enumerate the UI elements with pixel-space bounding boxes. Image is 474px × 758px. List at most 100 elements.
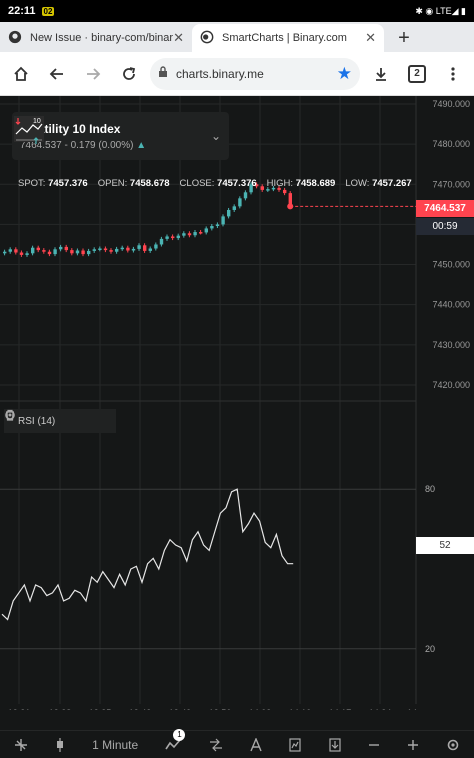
crosshair-off-icon (14, 738, 27, 751)
current-price-tag: 7464.537 (416, 200, 474, 217)
candle-body (165, 236, 169, 239)
download-icon (376, 67, 386, 81)
tab-github[interactable]: New Issue · binary-com/binary-bo ✕ (0, 24, 192, 52)
x-tick-label: 13:49 (169, 708, 192, 710)
drawing-tools-icon (250, 737, 262, 751)
close-tab-icon[interactable]: ✕ (173, 30, 184, 45)
chart-area[interactable]: 7490.0007480.0007470.0007460.0007450.000… (0, 96, 474, 710)
browser-tabs: New Issue · binary-com/binary-bo ✕ Smart… (0, 22, 474, 52)
globe-icon (200, 30, 214, 47)
y-tick-label: 7440.000 (432, 300, 470, 310)
templates-icon (289, 737, 301, 752)
candle-body (182, 233, 186, 236)
bookmark-star-icon[interactable]: ★ (336, 63, 352, 83)
candle-body (249, 184, 253, 193)
candle-body (148, 248, 152, 251)
chart-type-button[interactable] (55, 737, 65, 752)
close-tab-icon[interactable]: ✕ (365, 30, 376, 45)
menu-button[interactable] (438, 59, 468, 89)
gear-icon (448, 739, 459, 750)
price-chart[interactable]: 7490.0007480.0007470.0007460.0007450.000… (0, 96, 474, 710)
candle-body (103, 248, 108, 251)
zoom-in-button[interactable] (407, 739, 419, 751)
candle-body (64, 246, 68, 251)
status-bar: 22:11 02 ✱ ◉ LTE◢ ▮ (0, 0, 474, 22)
candle-body (238, 198, 242, 207)
candle-body (176, 235, 180, 239)
tab-switcher-button[interactable]: 2 (402, 59, 432, 89)
indicators-icon (165, 738, 182, 749)
y-tick-label: 7430.000 (432, 340, 470, 350)
asset-selector[interactable]: 10 Volatility 10 Index 7464.537 - 0.179 … (12, 112, 229, 160)
candle-body (53, 249, 57, 255)
indicator-count-badge: 1 (173, 728, 186, 741)
plus-icon (408, 739, 419, 750)
address-bar[interactable]: charts.binary.me ★ (150, 57, 360, 90)
candle-body (42, 250, 46, 252)
candle-body (215, 224, 220, 227)
low-value: LOW: 7457.267 (345, 178, 412, 189)
candle-body (143, 245, 147, 251)
indicators-button[interactable]: 1 (165, 728, 186, 751)
x-tick-label: 13:42 (129, 708, 152, 710)
notification-badge: 02 (41, 6, 55, 16)
home-icon (14, 66, 28, 81)
browser-toolbar: charts.binary.me ★ 2 (0, 52, 474, 96)
candle-body (243, 192, 248, 199)
lock-icon (158, 66, 168, 81)
new-tab-button[interactable]: + (398, 26, 410, 49)
back-button[interactable] (42, 59, 72, 89)
reload-button[interactable] (114, 59, 144, 89)
volatility-index-icon: 10 (14, 116, 44, 144)
download-button[interactable] (366, 59, 396, 89)
trash-icon[interactable] (4, 409, 16, 421)
candle-body (227, 209, 231, 217)
asset-info: Volatility 10 Index 7464.537 - 0.179 (0.… (20, 122, 146, 151)
x-tick-label: 13:21 (8, 708, 31, 710)
tab-smartcharts[interactable]: SmartCharts | Binary.com ✕ (192, 24, 384, 52)
candle-body (47, 251, 52, 255)
interval-button[interactable]: 1 Minute (92, 737, 139, 752)
more-vert-icon (451, 66, 455, 81)
download-file-icon (328, 737, 341, 752)
spot-value: SPOT: 7457.376 (18, 178, 88, 189)
x-tick-label: 14 (407, 708, 417, 710)
candle-body (154, 244, 158, 249)
home-button[interactable] (6, 59, 36, 89)
candle-body (92, 249, 96, 251)
forward-arrow-icon (87, 67, 101, 80)
compare-icon (209, 738, 222, 751)
candle-body (31, 247, 35, 254)
y-tick-label: 7480.000 (432, 139, 470, 149)
forward-button[interactable] (78, 59, 108, 89)
url-text[interactable]: charts.binary.me (176, 66, 264, 81)
candle-body (255, 184, 259, 187)
templates-button[interactable] (289, 737, 301, 752)
tab-title: New Issue · binary-com/binary-bo (30, 32, 174, 44)
drawing-tools-button[interactable] (250, 737, 262, 752)
candle-body (187, 233, 192, 236)
chevron-down-icon[interactable]: ⌄ (210, 129, 221, 143)
rsi-label: RSI (14) (18, 415, 56, 427)
candle-body (199, 232, 203, 234)
candle-body (126, 247, 130, 251)
candle-body (277, 187, 281, 190)
candle-body (204, 228, 208, 233)
settings-button[interactable] (446, 738, 460, 752)
candle-body (87, 250, 91, 255)
candle-body (266, 189, 270, 191)
candle-body (288, 193, 292, 207)
crosshair-button[interactable] (14, 738, 28, 752)
open-value: OPEN: 7458.678 (97, 178, 170, 189)
rsi-line (1, 488, 294, 621)
candle-body (59, 246, 63, 250)
download-chart-button[interactable] (328, 737, 341, 752)
comparison-button[interactable] (209, 738, 223, 752)
candle-body (137, 245, 141, 249)
github-icon (8, 30, 22, 47)
candle-body (131, 248, 136, 251)
candlestick-icon (56, 737, 63, 752)
candle-body (70, 250, 74, 254)
x-tick-label: 14:03 (249, 708, 272, 710)
zoom-out-button[interactable] (368, 739, 380, 751)
